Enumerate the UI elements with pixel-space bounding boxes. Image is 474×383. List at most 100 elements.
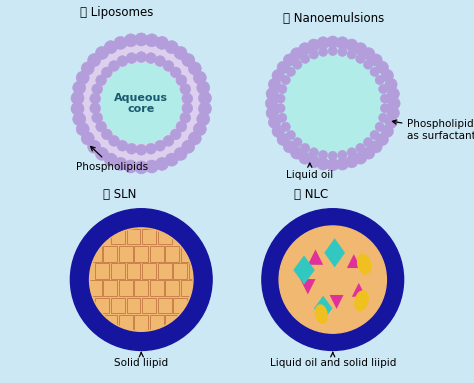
Ellipse shape <box>355 291 368 310</box>
FancyBboxPatch shape <box>134 315 148 331</box>
Circle shape <box>145 34 158 47</box>
Circle shape <box>277 61 289 74</box>
FancyBboxPatch shape <box>95 263 109 279</box>
FancyBboxPatch shape <box>134 246 148 262</box>
Circle shape <box>272 125 284 137</box>
Circle shape <box>376 133 389 146</box>
Circle shape <box>346 39 358 51</box>
Circle shape <box>104 41 118 54</box>
Circle shape <box>376 61 389 74</box>
FancyBboxPatch shape <box>134 280 148 296</box>
Circle shape <box>281 122 291 131</box>
Circle shape <box>136 144 146 155</box>
FancyBboxPatch shape <box>157 298 172 313</box>
FancyBboxPatch shape <box>165 280 179 296</box>
Circle shape <box>375 75 384 85</box>
Polygon shape <box>352 283 366 297</box>
Circle shape <box>182 93 193 104</box>
Text: Ⓑ Nanoemulsions: Ⓑ Nanoemulsions <box>283 12 384 25</box>
Circle shape <box>165 153 178 166</box>
Circle shape <box>268 116 281 128</box>
Circle shape <box>379 85 388 94</box>
Circle shape <box>109 61 119 71</box>
FancyBboxPatch shape <box>150 246 164 262</box>
Circle shape <box>101 67 112 78</box>
Circle shape <box>117 56 128 66</box>
Circle shape <box>364 137 373 147</box>
Circle shape <box>71 102 84 115</box>
Circle shape <box>266 107 278 119</box>
Circle shape <box>124 34 137 47</box>
Text: Ⓐ Liposomes: Ⓐ Liposomes <box>80 6 154 19</box>
Circle shape <box>286 67 295 76</box>
Circle shape <box>336 37 348 49</box>
Circle shape <box>299 43 311 55</box>
Text: Aqueous
core: Aqueous core <box>114 93 168 114</box>
Circle shape <box>308 39 320 51</box>
Circle shape <box>309 148 319 157</box>
Circle shape <box>283 54 296 66</box>
Ellipse shape <box>315 305 327 323</box>
Circle shape <box>327 159 339 171</box>
Circle shape <box>301 54 310 64</box>
Circle shape <box>182 140 195 153</box>
FancyBboxPatch shape <box>173 298 187 313</box>
FancyBboxPatch shape <box>165 246 179 262</box>
FancyBboxPatch shape <box>189 263 202 279</box>
Circle shape <box>81 62 94 75</box>
FancyBboxPatch shape <box>103 315 117 331</box>
Polygon shape <box>300 279 316 295</box>
Circle shape <box>370 141 382 153</box>
FancyBboxPatch shape <box>150 280 164 296</box>
Circle shape <box>76 123 89 136</box>
FancyBboxPatch shape <box>165 315 179 331</box>
Circle shape <box>73 81 86 94</box>
Circle shape <box>180 112 191 123</box>
Circle shape <box>109 136 119 146</box>
Circle shape <box>135 161 148 174</box>
Circle shape <box>356 54 365 64</box>
Circle shape <box>370 54 382 66</box>
FancyBboxPatch shape <box>119 280 133 296</box>
Circle shape <box>364 60 373 69</box>
FancyBboxPatch shape <box>127 263 140 279</box>
FancyBboxPatch shape <box>127 229 140 244</box>
Circle shape <box>182 103 193 114</box>
FancyBboxPatch shape <box>142 298 156 313</box>
Circle shape <box>88 140 100 153</box>
Circle shape <box>96 121 107 132</box>
Circle shape <box>81 132 94 145</box>
Circle shape <box>370 67 379 76</box>
Circle shape <box>90 228 193 331</box>
Circle shape <box>146 53 156 64</box>
Circle shape <box>96 75 107 86</box>
FancyBboxPatch shape <box>127 298 140 313</box>
Text: Ⓒ SLN: Ⓒ SLN <box>103 188 137 201</box>
Circle shape <box>319 47 328 56</box>
Circle shape <box>114 36 127 49</box>
Circle shape <box>379 113 388 122</box>
Circle shape <box>277 133 289 146</box>
Circle shape <box>268 79 281 91</box>
Circle shape <box>262 209 403 350</box>
Circle shape <box>155 56 165 66</box>
Text: Liquid oil: Liquid oil <box>286 163 333 180</box>
Circle shape <box>90 93 100 104</box>
Text: Liquid oil and solid liipid: Liquid oil and solid liipid <box>270 352 396 368</box>
Circle shape <box>319 151 328 160</box>
Circle shape <box>76 71 89 84</box>
FancyBboxPatch shape <box>88 280 102 296</box>
Circle shape <box>124 160 137 173</box>
FancyBboxPatch shape <box>173 263 187 279</box>
Circle shape <box>104 153 118 166</box>
Circle shape <box>90 103 100 114</box>
Circle shape <box>283 141 296 153</box>
Circle shape <box>277 48 388 159</box>
Circle shape <box>266 88 278 100</box>
Circle shape <box>73 113 86 126</box>
Circle shape <box>193 71 206 84</box>
Circle shape <box>170 129 181 140</box>
Circle shape <box>74 36 208 170</box>
Circle shape <box>126 143 137 154</box>
Circle shape <box>363 147 375 159</box>
